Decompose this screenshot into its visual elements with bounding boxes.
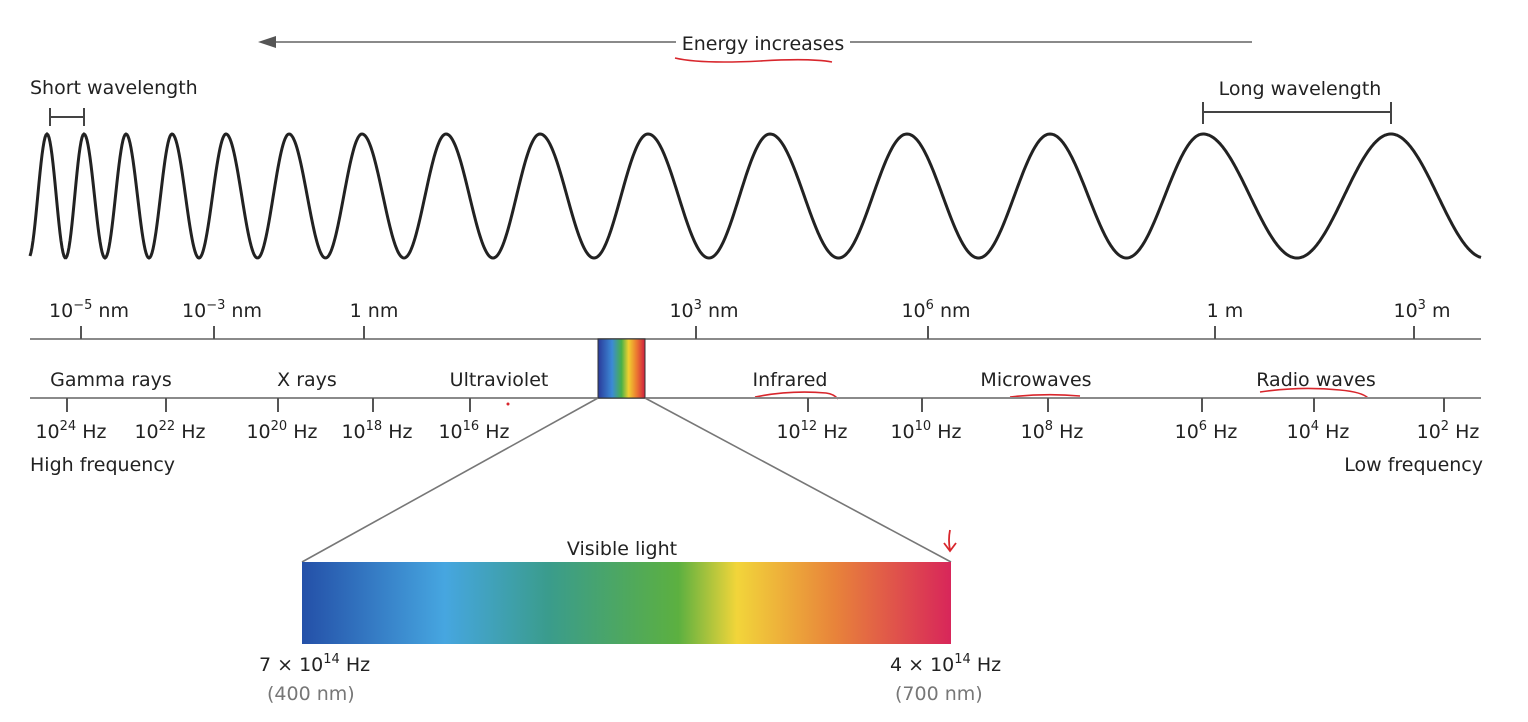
frequency-tick-label: 1016 Hz — [438, 419, 509, 443]
visible-right-wavelength: (700 nm) — [895, 683, 983, 705]
frequency-tick-label: 1020 Hz — [246, 419, 317, 443]
short-wavelength-label: Short wavelength — [30, 77, 198, 99]
long-wavelength-bracket — [1202, 102, 1392, 124]
frequency-tick-label: 1022 Hz — [134, 419, 205, 443]
wavelength-tick-label: 103 m — [1393, 298, 1450, 322]
wavelength-tick-label: 106 nm — [901, 298, 970, 322]
frequency-tick-label: 102 Hz — [1417, 419, 1480, 443]
frequency-scale: 1024 Hz 1022 Hz 1020 Hz 1018 Hz 1016 Hz 1012 … — [30, 397, 1481, 443]
short-wavelength-bracket — [49, 108, 85, 126]
region-label: X rays — [277, 369, 337, 391]
visible-light-label: Visible light — [567, 538, 677, 560]
wavelength-tick-label: 10−5 nm — [49, 298, 129, 322]
region-label: Ultraviolet — [450, 369, 549, 391]
region-label: Gamma rays — [50, 369, 172, 391]
frequency-tick-label: 1012 Hz — [776, 419, 847, 443]
frequency-tick-label: 106 Hz — [1175, 419, 1238, 443]
region-label: Radio waves — [1256, 369, 1375, 391]
high-frequency-label: High frequency — [30, 454, 175, 476]
region-label: Infrared — [753, 369, 828, 391]
frequency-tick-label: 1024 Hz — [35, 419, 106, 443]
visible-left-wavelength: (400 nm) — [267, 683, 355, 705]
frequency-tick-label: 108 Hz — [1021, 419, 1084, 443]
region-label: Microwaves — [980, 369, 1091, 391]
frequency-tick-label: 1010 Hz — [890, 419, 961, 443]
wavelength-tick-label: 103 nm — [669, 298, 738, 322]
energy-increases-label: Energy increases — [682, 33, 845, 55]
wavelength-tick-label: 1 nm — [350, 300, 399, 322]
visible-band-marker — [597, 338, 646, 399]
red-arrow-annotation — [943, 529, 957, 553]
energy-arrow — [258, 36, 1252, 48]
projection-line-left — [301, 397, 599, 563]
projection-line-right — [644, 397, 952, 563]
annotation-dot — [506, 402, 510, 406]
spectrum-regions: Gamma rays X rays Ultraviolet Infrared Micro… — [50, 369, 1376, 391]
wavelength-tick-label: 1 m — [1207, 300, 1244, 322]
frequency-tick-label: 104 Hz — [1287, 419, 1350, 443]
energy-underline-annotation — [674, 57, 833, 63]
wavelength-tick-label: 10−3 nm — [182, 298, 262, 322]
frequency-tick-label: 1018 Hz — [341, 419, 412, 443]
region-underline-annotations — [754, 387, 1369, 400]
wavelength-scale: 10−5 nm 10−3 nm 1 nm 103 nm 106 nm 1 m 103 m — [30, 298, 1481, 340]
low-frequency-label: Low frequency — [1344, 454, 1483, 476]
visible-left-frequency: 7 × 1014 Hz — [259, 652, 370, 676]
visible-right-frequency: 4 × 1014 Hz — [890, 652, 1001, 676]
visible-spectrum-bar — [302, 562, 951, 644]
long-wavelength-label: Long wavelength — [1219, 78, 1382, 100]
chirp-wave — [28, 131, 1482, 260]
